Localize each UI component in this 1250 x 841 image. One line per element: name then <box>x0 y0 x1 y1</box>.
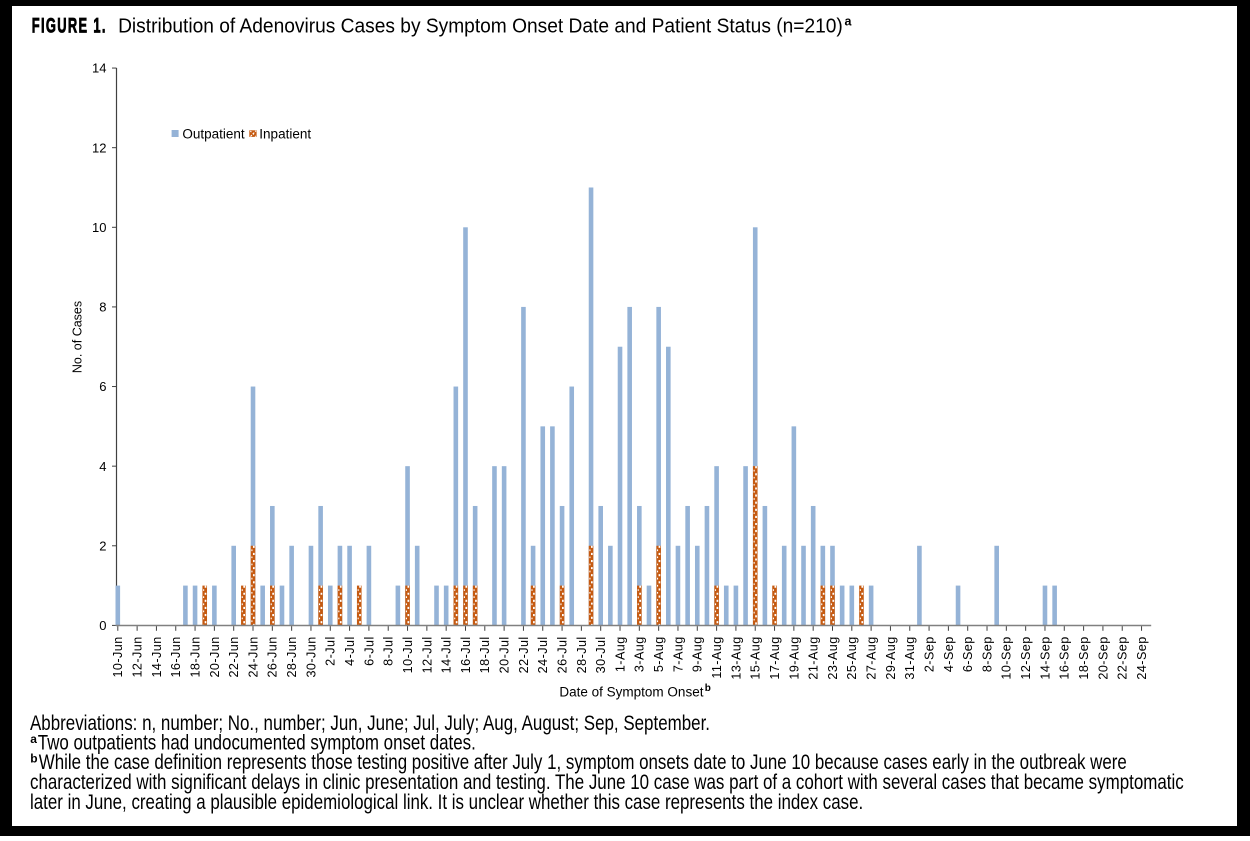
svg-text:Outpatient: Outpatient <box>182 127 245 142</box>
svg-text:18-Sep: 18-Sep <box>1077 636 1091 679</box>
svg-text:22-Jun: 22-Jun <box>227 636 241 677</box>
svg-text:No. of Cases: No. of Cases <box>71 301 85 373</box>
svg-text:22-Jul: 22-Jul <box>517 636 531 673</box>
svg-text:16-Sep: 16-Sep <box>1058 636 1072 679</box>
svg-text:24-Jun: 24-Jun <box>246 636 260 677</box>
svg-text:8-Jul: 8-Jul <box>382 636 396 666</box>
svg-text:16-Jun: 16-Jun <box>169 636 183 677</box>
svg-text:16-Jul: 16-Jul <box>459 636 473 673</box>
svg-text:19-Aug: 19-Aug <box>787 636 801 679</box>
svg-text:24-Jul: 24-Jul <box>536 636 550 673</box>
svg-text:b: b <box>30 751 37 765</box>
svg-text:12-Sep: 12-Sep <box>1019 636 1033 679</box>
svg-text:10-Sep: 10-Sep <box>1000 636 1014 679</box>
svg-text:26-Jun: 26-Jun <box>266 636 280 677</box>
svg-text:18-Jun: 18-Jun <box>188 636 202 677</box>
svg-text:30-Jul: 30-Jul <box>594 636 608 673</box>
svg-text:31-Aug: 31-Aug <box>903 636 917 679</box>
svg-text:20-Sep: 20-Sep <box>1096 636 1110 679</box>
svg-text:24-Sep: 24-Sep <box>1135 636 1149 679</box>
svg-text:11-Aug: 11-Aug <box>710 636 724 678</box>
svg-text:Abbreviations: n, number; No.,: Abbreviations: n, number; No., number; J… <box>30 712 710 735</box>
svg-text:0: 0 <box>99 618 106 633</box>
svg-text:2-Sep: 2-Sep <box>922 636 936 672</box>
svg-text:22-Sep: 22-Sep <box>1116 636 1130 679</box>
svg-text:12-Jun: 12-Jun <box>131 636 145 677</box>
svg-text:While the case definition repr: While the case definition represents tho… <box>39 751 1127 774</box>
svg-text:17-Aug: 17-Aug <box>768 636 782 679</box>
svg-text:5-Aug: 5-Aug <box>652 636 666 672</box>
svg-text:29-Aug: 29-Aug <box>884 636 898 679</box>
svg-text:10: 10 <box>92 220 106 235</box>
svg-text:14-Jun: 14-Jun <box>150 636 164 677</box>
svg-text:Distribution of Adenovirus Cas: Distribution of Adenovirus Cases by Symp… <box>118 16 843 38</box>
svg-text:Two outpatients had undocument: Two outpatients had undocumented symptom… <box>38 731 476 754</box>
svg-text:10-Jul: 10-Jul <box>401 636 415 673</box>
svg-text:14: 14 <box>92 61 106 76</box>
svg-text:23-Aug: 23-Aug <box>826 636 840 679</box>
svg-text:2: 2 <box>99 538 106 553</box>
svg-text:a: a <box>845 15 853 29</box>
svg-text:20-Jun: 20-Jun <box>208 636 222 677</box>
svg-text:7-Aug: 7-Aug <box>671 636 685 672</box>
svg-text:13-Aug: 13-Aug <box>729 636 743 679</box>
svg-text:15-Aug: 15-Aug <box>749 636 763 679</box>
svg-text:Inpatient: Inpatient <box>259 127 311 142</box>
svg-text:4: 4 <box>99 459 106 474</box>
svg-text:FIGURE 1.: FIGURE 1. <box>32 13 107 37</box>
svg-text:21-Aug: 21-Aug <box>807 636 821 679</box>
svg-text:6: 6 <box>99 379 106 394</box>
svg-text:2-Jul: 2-Jul <box>324 636 338 666</box>
svg-text:3-Aug: 3-Aug <box>633 636 647 672</box>
svg-text:14-Jul: 14-Jul <box>440 636 454 673</box>
svg-text:4-Sep: 4-Sep <box>942 636 956 672</box>
svg-text:27-Aug: 27-Aug <box>865 636 879 679</box>
svg-text:8: 8 <box>99 300 106 315</box>
svg-text:28-Jul: 28-Jul <box>575 636 589 673</box>
svg-text:9-Aug: 9-Aug <box>691 636 705 672</box>
svg-text:8-Sep: 8-Sep <box>980 636 994 672</box>
svg-text:30-Jun: 30-Jun <box>304 636 318 677</box>
svg-text:1-Aug: 1-Aug <box>613 636 627 672</box>
svg-text:12: 12 <box>92 140 106 155</box>
svg-text:14-Sep: 14-Sep <box>1038 636 1052 679</box>
svg-text:10-Jun: 10-Jun <box>111 636 125 677</box>
svg-text:later in June, creating a plau: later in June, creating a plausible epid… <box>30 791 863 814</box>
svg-text:a: a <box>30 732 37 746</box>
svg-text:4-Jul: 4-Jul <box>343 636 357 666</box>
svg-text:b: b <box>705 683 711 694</box>
svg-text:characterized with significant: characterized with significant delays in… <box>30 771 1184 794</box>
svg-text:6-Jul: 6-Jul <box>362 636 376 666</box>
svg-text:25-Aug: 25-Aug <box>845 636 859 679</box>
svg-text:28-Jun: 28-Jun <box>285 636 299 677</box>
svg-text:6-Sep: 6-Sep <box>961 636 975 672</box>
svg-text:26-Jul: 26-Jul <box>555 636 569 673</box>
svg-text:Date of Symptom Onset: Date of Symptom Onset <box>559 684 703 699</box>
svg-text:12-Jul: 12-Jul <box>420 636 434 673</box>
svg-text:20-Jul: 20-Jul <box>498 636 512 673</box>
svg-text:18-Jul: 18-Jul <box>478 636 492 673</box>
